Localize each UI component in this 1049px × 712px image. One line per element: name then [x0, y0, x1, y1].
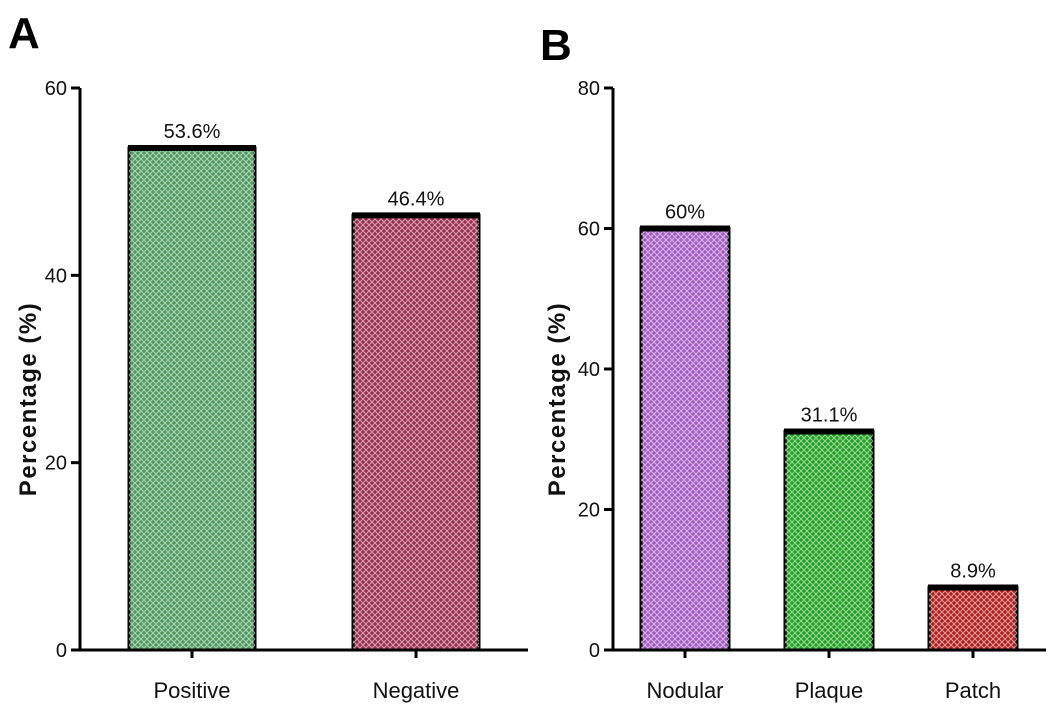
- data-label: 53.6%: [164, 121, 221, 143]
- x-tick-label: Negative: [373, 678, 460, 703]
- data-label: 60%: [665, 202, 705, 224]
- y-tick-label: 60: [45, 78, 67, 100]
- x-tick-label: Nodular: [646, 678, 723, 703]
- x-tick-label: Plaque: [795, 678, 864, 703]
- y-tick-label: 60: [578, 219, 600, 241]
- bar-hatch: [353, 215, 479, 651]
- bar-hatch: [641, 228, 729, 650]
- data-label: 31.1%: [801, 405, 858, 427]
- y-axis-title: Percentage (%): [544, 302, 571, 496]
- y-axis-title: Percentage (%): [15, 302, 42, 496]
- y-tick-label: 40: [45, 265, 67, 287]
- bar-hatch: [785, 431, 873, 650]
- x-tick-label: Patch: [945, 678, 1001, 703]
- bar-hatch: [929, 587, 1017, 650]
- y-tick-label: 0: [589, 640, 600, 662]
- x-tick-label: Positive: [153, 678, 230, 703]
- y-tick-label: 20: [45, 453, 67, 475]
- bar-hatch: [129, 147, 255, 651]
- data-label: 46.4%: [388, 188, 445, 210]
- y-tick-label: 80: [578, 78, 600, 100]
- y-tick-label: 0: [56, 640, 67, 662]
- panel-b: B Percentage (%) 60% Nodular 31.1% Plaque 8.9%…: [540, 21, 1046, 703]
- y-tick-label: 20: [578, 500, 600, 522]
- data-label: 8.9%: [950, 560, 996, 582]
- panel-a: A Percentage (%) 53.6% Positive 46.4% Negativ…: [8, 9, 528, 703]
- panel-letter: A: [8, 9, 40, 58]
- y-tick-label: 40: [578, 359, 600, 381]
- panel-letter: B: [540, 21, 572, 70]
